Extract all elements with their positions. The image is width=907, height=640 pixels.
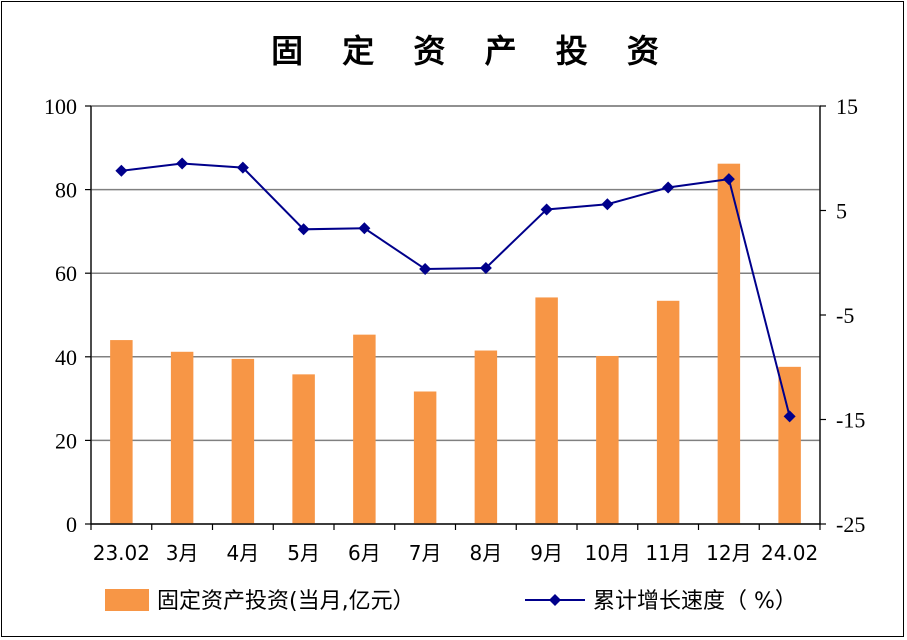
y-right-tick-label: -25 bbox=[836, 512, 865, 537]
bar bbox=[596, 355, 619, 524]
bar bbox=[535, 297, 558, 524]
x-tick-label: 7月 bbox=[409, 541, 442, 565]
x-tick-label: 23.02 bbox=[93, 541, 150, 565]
line-point bbox=[722, 173, 735, 186]
line-series bbox=[115, 157, 796, 423]
y-left-tick-label: 20 bbox=[55, 428, 77, 453]
bar bbox=[292, 374, 315, 524]
bar bbox=[231, 358, 255, 524]
line-point bbox=[115, 164, 128, 177]
y-left-tick-label: 40 bbox=[55, 345, 77, 370]
bar bbox=[717, 163, 741, 524]
bar bbox=[413, 391, 437, 524]
legend-bar-swatch bbox=[105, 589, 149, 611]
bar bbox=[474, 350, 498, 524]
line-point bbox=[358, 222, 371, 235]
line-point bbox=[297, 223, 310, 236]
x-tick-label: 24.02 bbox=[761, 541, 818, 565]
axes: 0 20 40 60 80 100 -25 -15 -5 5 15 23.02 3月 4月 5月 6月 7月 8月… bbox=[44, 94, 865, 565]
growth-line bbox=[121, 162, 791, 417]
y-left-tick-label: 60 bbox=[55, 261, 77, 286]
x-tick-label: 8月 bbox=[470, 541, 503, 565]
gridlines bbox=[91, 105, 820, 525]
y-right-tick-label: -15 bbox=[836, 408, 865, 433]
x-tick-label: 11月 bbox=[645, 541, 690, 565]
line-point bbox=[662, 181, 675, 194]
legend: 固定资产投资(当月,亿元） 累计增长速度（ %） bbox=[105, 589, 797, 614]
line-point bbox=[601, 198, 614, 211]
x-tick-label: 4月 bbox=[227, 541, 260, 565]
y-left-tick-label: 0 bbox=[66, 512, 77, 537]
y-left-tick-label: 100 bbox=[44, 94, 77, 119]
bar bbox=[170, 351, 194, 524]
x-tick-label: 5月 bbox=[287, 541, 320, 565]
bar bbox=[110, 340, 133, 524]
x-tick-label: 12月 bbox=[706, 541, 751, 565]
bar bbox=[353, 334, 376, 524]
line-point bbox=[176, 157, 189, 170]
legend-line-label: 累计增长速度（ %） bbox=[593, 589, 797, 614]
x-tick-label: 10月 bbox=[585, 541, 630, 565]
line-point bbox=[783, 410, 796, 423]
line-point bbox=[236, 161, 249, 174]
legend-line-marker bbox=[549, 594, 561, 606]
line-point bbox=[540, 203, 553, 216]
bar bbox=[778, 366, 801, 524]
line-point bbox=[419, 263, 432, 276]
x-tick-label: 6月 bbox=[348, 541, 381, 565]
line-point bbox=[479, 261, 492, 274]
bar-series bbox=[110, 163, 801, 524]
y-right-tick-label: 15 bbox=[836, 94, 858, 119]
y-right-tick-label: 5 bbox=[836, 199, 847, 224]
x-tick-label: 3月 bbox=[166, 541, 199, 565]
y-right-tick-label: -5 bbox=[836, 303, 854, 328]
y-left-tick-label: 80 bbox=[55, 178, 77, 203]
chart-title: 固 定 资 产 投 资 bbox=[271, 32, 673, 70]
bar bbox=[656, 300, 680, 524]
plot-area-border bbox=[90, 105, 821, 525]
x-tick-label: 9月 bbox=[530, 541, 563, 565]
legend-bar-label: 固定资产投资(当月,亿元） bbox=[157, 589, 415, 614]
